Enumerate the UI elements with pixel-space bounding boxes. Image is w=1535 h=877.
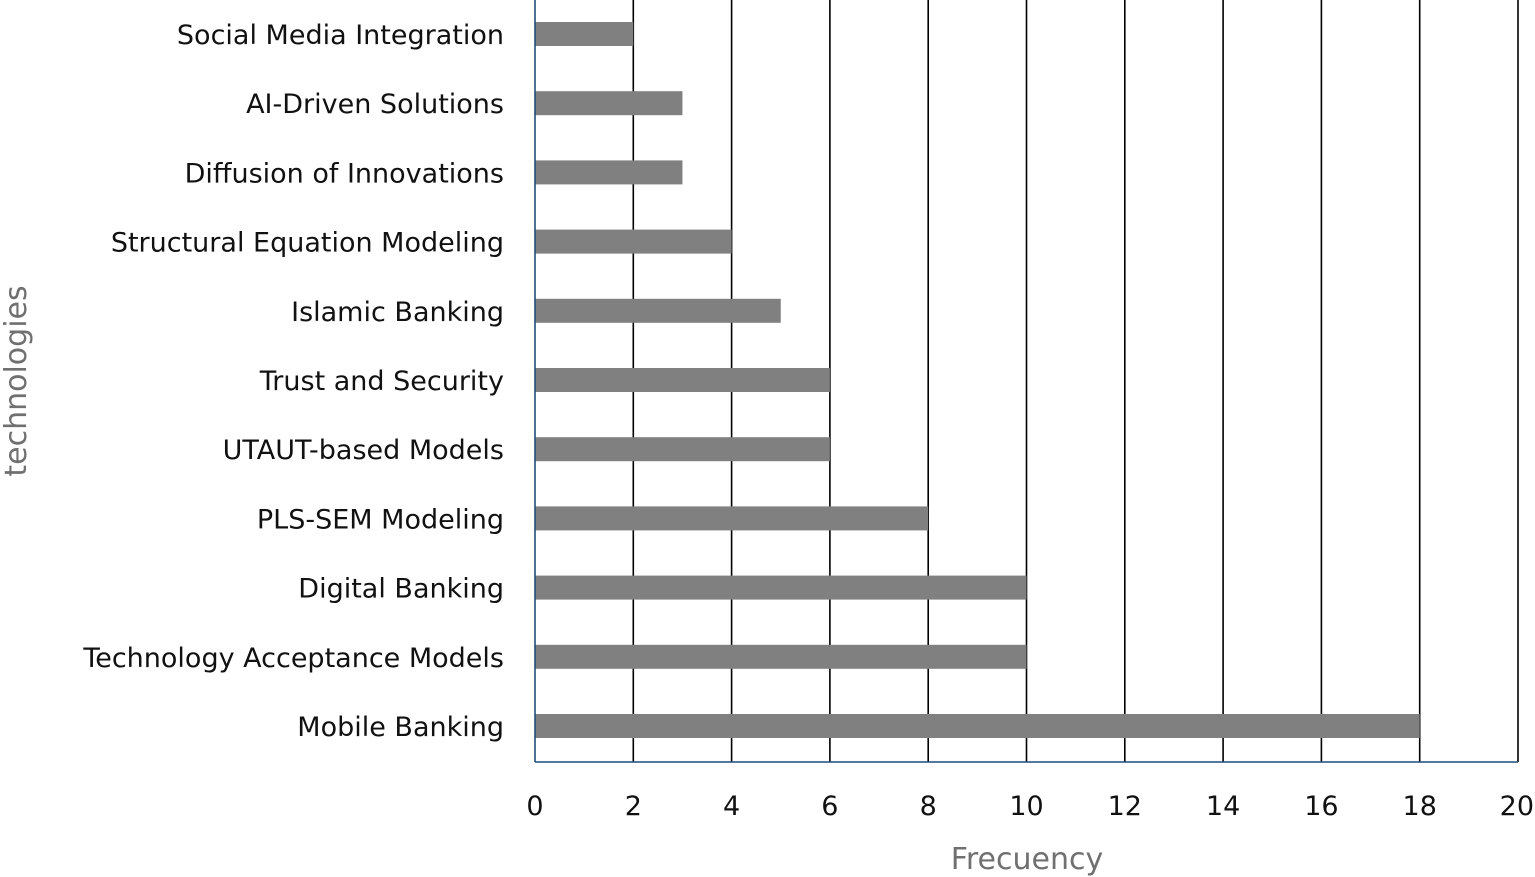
x-tick-label-8: 8: [920, 791, 937, 822]
bar-2: [535, 160, 683, 185]
x-tick-label-4: 4: [723, 791, 740, 822]
category-label-10: Mobile Banking: [297, 712, 504, 743]
bar-9: [535, 644, 1027, 669]
x-tick-label-6: 6: [821, 791, 838, 822]
x-tick-label-20: 20: [1500, 791, 1534, 822]
y-axis-title: technologies: [0, 285, 34, 476]
category-label-8: Digital Banking: [298, 574, 504, 605]
bar-3: [535, 229, 732, 254]
x-tick-label-18: 18: [1403, 791, 1437, 822]
category-label-9: Technology Acceptance Models: [82, 643, 504, 674]
category-label-7: PLS-SEM Modeling: [257, 504, 504, 535]
category-label-5: Trust and Security: [259, 366, 504, 397]
x-axis-title: Frecuency: [951, 842, 1103, 877]
x-tick-label-10: 10: [1009, 791, 1043, 822]
bar-5: [535, 368, 830, 392]
category-labels: Social Media Integration AI-Driven Soluti…: [82, 20, 504, 743]
category-label-2: Diffusion of Innovations: [185, 158, 504, 189]
category-label-1: AI-Driven Solutions: [246, 89, 504, 120]
x-tick-label-16: 16: [1304, 791, 1338, 822]
bar-10: [535, 714, 1420, 738]
bar-0: [535, 22, 634, 46]
x-tick-label-14: 14: [1206, 791, 1240, 822]
x-tick-label-12: 12: [1108, 791, 1142, 822]
bar-6: [535, 437, 830, 462]
bar-4: [535, 298, 781, 323]
grid-lines: [632, 0, 1519, 762]
x-tick-label-0: 0: [526, 791, 543, 822]
bar-8: [535, 575, 1027, 600]
bar-1: [535, 91, 683, 116]
axes: [534, 0, 1518, 763]
bar-7: [535, 506, 929, 531]
bars: [535, 22, 1420, 738]
category-label-0: Social Media Integration: [177, 20, 504, 51]
category-label-4: Islamic Banking: [291, 297, 504, 328]
x-tick-labels: 0 2 4 6 8 10 12 14 16 18 20: [526, 791, 1534, 822]
category-label-3: Structural Equation Modeling: [111, 228, 504, 259]
category-label-6: UTAUT-based Models: [223, 435, 504, 466]
x-tick-label-2: 2: [625, 791, 642, 822]
